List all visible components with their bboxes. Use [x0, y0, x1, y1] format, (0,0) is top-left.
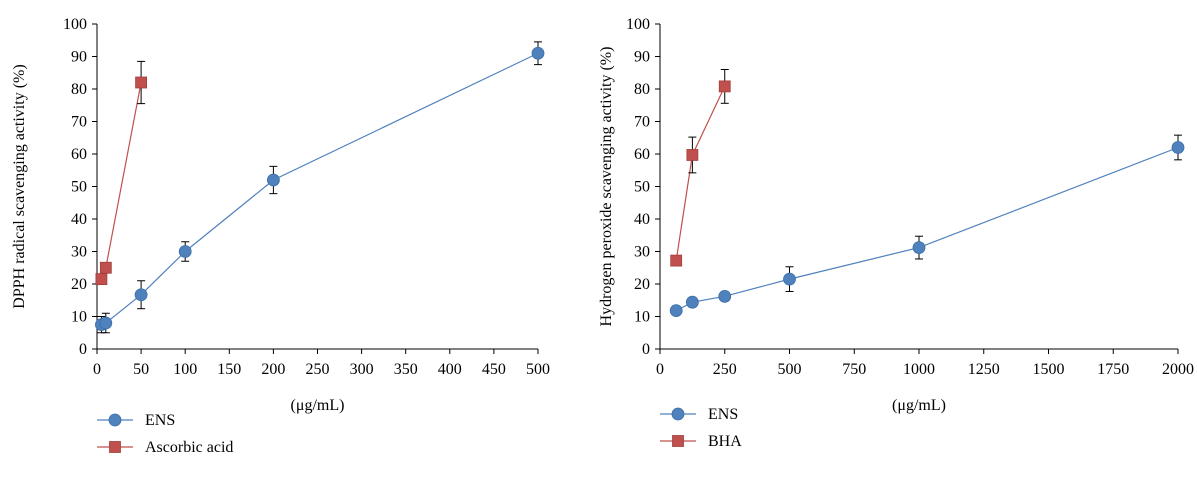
series-line — [675, 86, 726, 261]
x-tick-label: 250 — [713, 361, 737, 378]
y-tick-label: 70 — [634, 114, 650, 131]
y-tick-label: 40 — [71, 211, 87, 228]
x-tick-label: 350 — [394, 361, 418, 378]
y-tick-label: 50 — [71, 179, 87, 196]
legend-item: ENS — [97, 412, 175, 429]
x-tick-label: 50 — [133, 361, 149, 378]
x-tick-label: 100 — [173, 361, 197, 378]
y-axis-label: DPPH radical scavenging activity (%) — [11, 64, 28, 308]
series-ens — [669, 134, 1185, 318]
series-ens — [95, 41, 545, 334]
series-line — [675, 146, 1179, 312]
x-tick-label: 250 — [306, 361, 330, 378]
legend-label: Ascorbic acid — [145, 439, 233, 456]
chart-dpph: 0 10 20 30 40 50 60 70 80 90 100 0 50 100 150 200 250 300… — [11, 16, 550, 456]
data-point — [669, 304, 683, 318]
legend-marker — [671, 407, 685, 421]
x-axis-label: (μg/mL) — [291, 397, 345, 414]
y-tick-label: 90 — [71, 49, 87, 66]
x-tick-label: 1250 — [968, 361, 1000, 378]
legend-item: Ascorbic acid — [97, 439, 233, 456]
data-point — [686, 149, 699, 161]
x-tick-label: 0 — [93, 361, 101, 378]
y-tick-label: 90 — [634, 49, 650, 66]
y-tick-label: 30 — [71, 244, 87, 261]
y-tick-label: 100 — [63, 16, 87, 33]
series-ascorbic-acid — [95, 60, 148, 286]
y-tick-label: 0 — [642, 341, 650, 358]
data-point — [134, 288, 148, 302]
data-point — [95, 273, 108, 286]
y-tick-label: 80 — [71, 81, 87, 98]
x-tick-label: 450 — [482, 361, 506, 378]
y-tick-label: 50 — [634, 179, 650, 196]
y-tick-label: 20 — [71, 276, 87, 293]
y-tick-label: 60 — [71, 146, 87, 163]
data-point — [99, 316, 113, 330]
series-line — [100, 82, 142, 280]
data-point — [531, 46, 545, 60]
y-tick-label: 30 — [634, 244, 650, 261]
x-tick-label: 500 — [778, 361, 802, 378]
x-tick-label: 1000 — [903, 361, 935, 378]
legend-marker — [672, 435, 684, 447]
y-tick-label: 10 — [71, 309, 87, 326]
legend-label: ENS — [708, 406, 738, 423]
data-point — [783, 272, 796, 286]
x-tick-label: 400 — [438, 361, 462, 378]
legend-label: ENS — [145, 412, 175, 429]
x-tick-label: 1750 — [1097, 361, 1129, 378]
x-tick-label: 500 — [526, 361, 550, 378]
y-tick-label: 100 — [626, 16, 650, 33]
y-axis-label: Hydrogen peroxide scavenging activity (%… — [598, 47, 615, 327]
series-line — [101, 52, 539, 326]
x-tick-label: 0 — [656, 361, 664, 378]
legend-label: BHA — [708, 433, 742, 450]
series-bha — [670, 69, 731, 267]
y-tick-label: 0 — [79, 341, 87, 358]
x-axis-label: (μg/mL) — [892, 397, 946, 414]
data-point — [670, 254, 683, 267]
data-point — [685, 295, 699, 309]
legend-item: ENS — [660, 406, 738, 423]
x-tick-label: 200 — [261, 361, 285, 378]
x-tick-label: 300 — [350, 361, 374, 378]
data-point — [718, 80, 731, 93]
x-tick-label: 2000 — [1162, 361, 1194, 378]
data-point — [1171, 141, 1185, 154]
data-point — [99, 261, 112, 274]
y-tick-label: 80 — [634, 81, 650, 98]
y-tick-label: 20 — [634, 276, 650, 293]
legend-marker — [109, 441, 121, 453]
legend-marker — [108, 413, 122, 427]
data-point — [718, 289, 732, 303]
x-tick-label: 1500 — [1033, 361, 1065, 378]
legend-item: BHA — [660, 433, 742, 450]
y-tick-label: 40 — [634, 211, 650, 228]
y-tick-label: 10 — [634, 309, 650, 326]
y-tick-label: 70 — [71, 114, 87, 131]
data-point — [266, 173, 280, 187]
data-point — [912, 241, 926, 255]
y-tick-label: 60 — [634, 146, 650, 163]
data-point — [135, 76, 148, 89]
data-point — [178, 245, 192, 258]
x-tick-label: 750 — [842, 361, 866, 378]
x-tick-label: 150 — [217, 361, 241, 378]
